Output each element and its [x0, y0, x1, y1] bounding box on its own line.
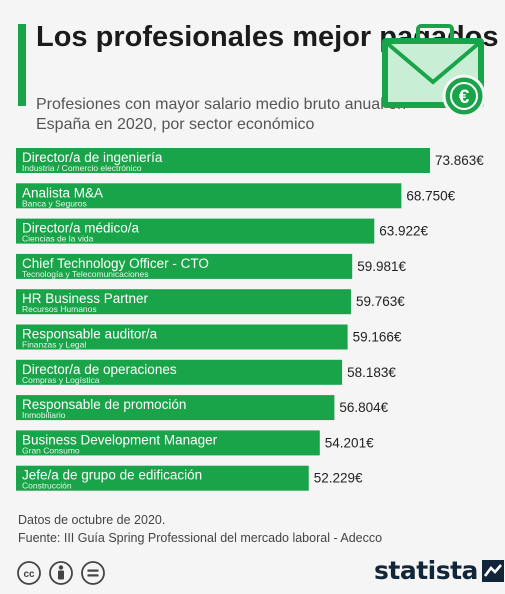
bar-value-label: 59.166€ [353, 330, 402, 345]
footer-notes: Datos de octubre de 2020. Fuente: III Gu… [18, 511, 382, 547]
bar-sector-label: Banca y Seguros [22, 198, 87, 208]
page-subtitle: Profesiones con mayor salario medio brut… [36, 95, 426, 135]
footer-source: Fuente: III Guía Spring Professional del… [18, 529, 382, 547]
bar-value-label: 59.763€ [356, 294, 405, 309]
bar-sector-label: Ciencias de la vida [22, 234, 94, 244]
creative-commons-icon[interactable]: cc [18, 562, 40, 584]
bar-sector-label: Compras y Logística [22, 375, 100, 385]
license-icons: cc [16, 560, 108, 586]
bar-value-label: 68.750€ [406, 188, 455, 203]
bar-value-label: 54.201€ [325, 435, 374, 450]
briefcase-euro-icon: € [378, 22, 490, 118]
bar-sector-label: Tecnología y Telecomunicaciones [22, 269, 148, 279]
bar-value-label: 73.863€ [435, 153, 484, 168]
statista-logo-icon [482, 560, 504, 582]
bar-sector-label: Construcción [22, 481, 72, 491]
bar-value-label: 52.229€ [314, 471, 363, 486]
attribution-icon[interactable] [50, 562, 72, 584]
bar-sector-label: Inmobiliario [22, 410, 66, 420]
title-accent-bar [18, 24, 26, 106]
bar-sector-label: Industria / Comercio electrónico [22, 163, 142, 173]
bar-sector-label: Recursos Humanos [22, 304, 97, 314]
footer-note: Datos de octubre de 2020. [18, 511, 382, 529]
bar-value-label: 58.183€ [347, 365, 396, 380]
bar-value-label: 56.804€ [339, 400, 388, 415]
brand-name: statista [374, 556, 478, 585]
bar-value-label: 63.922€ [379, 224, 428, 239]
bar-value-label: 59.981€ [357, 259, 406, 274]
bar-sector-label: Gran Consumo [22, 445, 80, 455]
bar-sector-label: Finanzas y Legal [22, 340, 86, 350]
no-derivatives-icon[interactable] [82, 562, 104, 584]
svg-text:€: € [459, 87, 470, 108]
brand-logo[interactable]: statista [374, 556, 504, 585]
svg-text:cc: cc [23, 569, 35, 580]
